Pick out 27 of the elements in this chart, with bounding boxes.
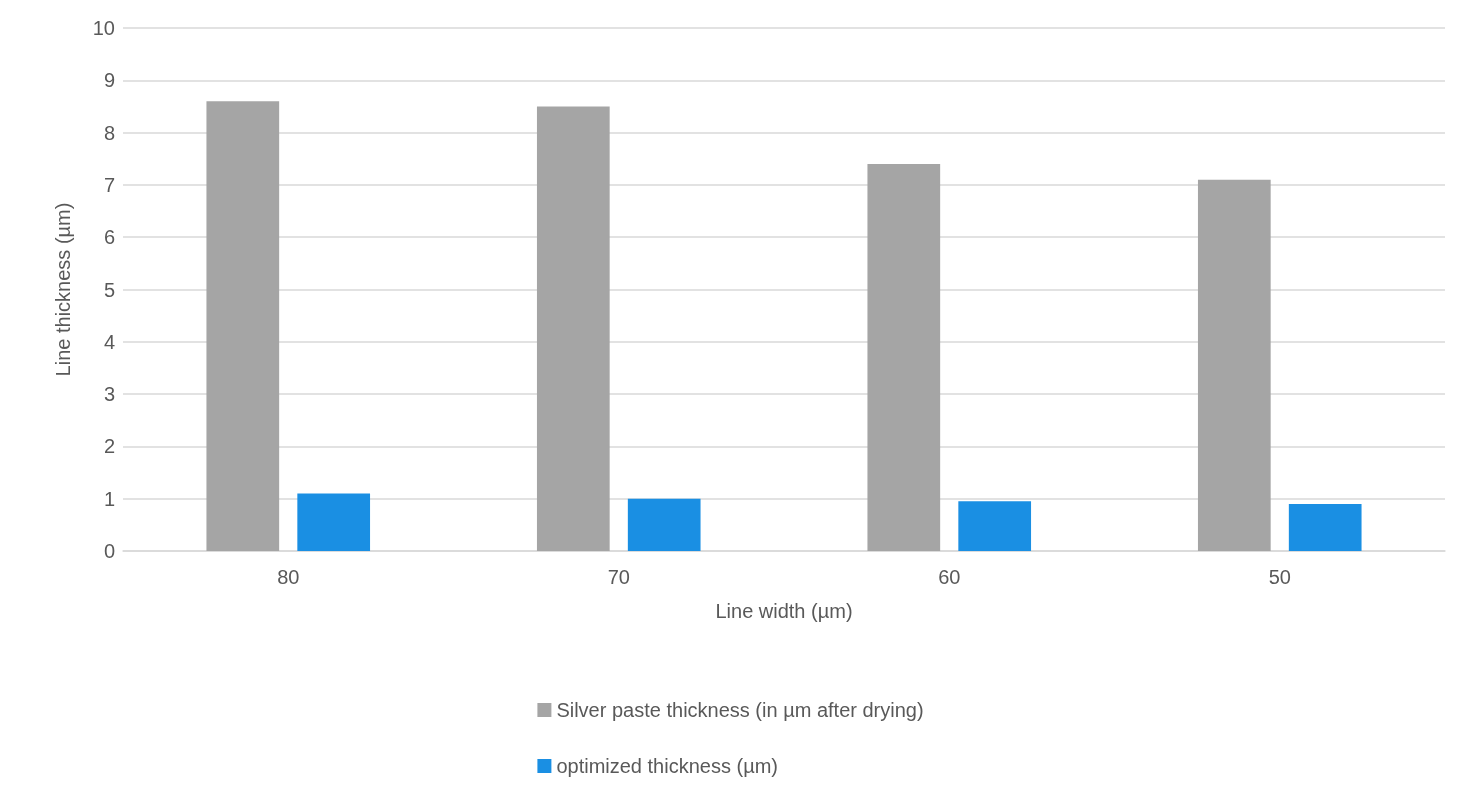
y-axis-title: Line thickness (µm) bbox=[52, 202, 74, 377]
bar bbox=[536, 106, 610, 551]
x-axis-title: Line width (µm) bbox=[715, 600, 853, 622]
bar bbox=[297, 493, 371, 551]
y-tick-label: 8 bbox=[103, 121, 115, 144]
bar bbox=[958, 501, 1032, 551]
x-tick-label: 80 bbox=[277, 566, 300, 588]
bar bbox=[206, 101, 280, 551]
x-tick-label: 60 bbox=[938, 566, 961, 588]
y-tick-label: 10 bbox=[92, 17, 115, 39]
x-tick-label: 50 bbox=[1268, 566, 1291, 588]
bar bbox=[627, 498, 701, 551]
y-tick-label: 2 bbox=[103, 435, 115, 458]
y-tick-label: 7 bbox=[103, 173, 115, 196]
y-tick-label: 4 bbox=[103, 330, 115, 353]
y-tick-label: 1 bbox=[103, 487, 115, 510]
y-tick-label: 5 bbox=[103, 278, 115, 301]
bar bbox=[867, 163, 941, 551]
bar bbox=[1288, 503, 1362, 551]
y-tick-label: 3 bbox=[103, 383, 115, 406]
bar bbox=[1197, 179, 1271, 551]
legend-label: optimized thickness (µm) bbox=[556, 755, 778, 777]
legend-label: Silver paste thickness (in µm after drying) bbox=[556, 699, 924, 721]
y-tick-label: 0 bbox=[103, 540, 115, 562]
y-tick-label: 6 bbox=[103, 226, 115, 249]
y-tick-label: 9 bbox=[103, 69, 115, 92]
x-tick-label: 70 bbox=[607, 566, 630, 588]
